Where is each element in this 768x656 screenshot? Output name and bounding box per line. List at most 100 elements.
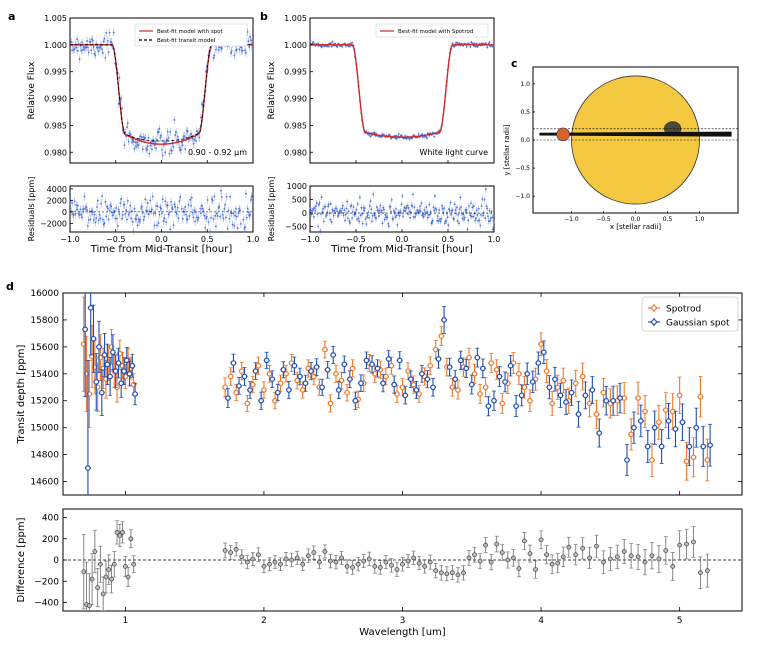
annotation-b: White light curve bbox=[420, 148, 489, 157]
data-point-a bbox=[157, 131, 160, 133]
data-point-b bbox=[373, 131, 376, 134]
residual-point-a bbox=[242, 218, 245, 221]
data-point-b bbox=[326, 45, 329, 48]
series-gaussian-spot bbox=[82, 293, 714, 495]
residual-point-a bbox=[86, 225, 89, 227]
residual-point-a bbox=[120, 197, 123, 200]
data-point-a bbox=[103, 37, 106, 40]
diff-point bbox=[656, 556, 662, 562]
data-point-a bbox=[86, 39, 88, 42]
legend-label-b: Best-fit model with Spotrod bbox=[398, 29, 473, 35]
residual-point-b bbox=[340, 211, 343, 214]
residual-point-a bbox=[154, 212, 157, 215]
point-1 bbox=[324, 366, 331, 373]
data-point-b bbox=[369, 135, 372, 138]
diff-point bbox=[131, 561, 137, 567]
residual-point-a bbox=[221, 213, 224, 216]
data-point-a bbox=[126, 122, 129, 124]
residual-point-a bbox=[234, 214, 237, 217]
residual-point-a bbox=[96, 206, 98, 208]
point-1 bbox=[419, 370, 425, 377]
residual-point-b bbox=[428, 203, 431, 206]
model-line-a-1 bbox=[70, 44, 253, 142]
residual-point-b bbox=[318, 201, 321, 204]
residual-point-b bbox=[341, 207, 344, 210]
xlabel-c: x [stellar radii] bbox=[610, 223, 662, 231]
residual-point-b bbox=[436, 219, 438, 222]
data-point-b bbox=[421, 136, 424, 139]
point-1 bbox=[693, 424, 700, 431]
residual-point-b bbox=[388, 225, 390, 228]
point-0 bbox=[399, 384, 406, 391]
data-point-a bbox=[91, 39, 94, 42]
residual-point-a bbox=[141, 211, 144, 214]
residual-point-b bbox=[309, 207, 312, 210]
data-point-a bbox=[134, 141, 137, 144]
diff-point bbox=[294, 555, 300, 561]
diff-point bbox=[239, 554, 245, 560]
residual-point-b bbox=[370, 208, 373, 211]
series-spotrod bbox=[80, 296, 711, 482]
diff-point bbox=[92, 549, 98, 554]
point-1 bbox=[441, 317, 447, 323]
data-point-b bbox=[456, 41, 459, 44]
residual-point-a bbox=[191, 211, 194, 214]
residual-point-a bbox=[148, 210, 151, 213]
diff-point bbox=[580, 545, 585, 551]
residual-point-a bbox=[239, 209, 242, 212]
residual-point-a bbox=[104, 201, 107, 203]
data-point-a bbox=[173, 118, 176, 121]
point-1 bbox=[380, 380, 386, 387]
point-0 bbox=[482, 384, 489, 391]
residual-point-a bbox=[210, 217, 212, 219]
point-0 bbox=[266, 370, 273, 377]
data-point-b bbox=[341, 45, 344, 48]
diff-point bbox=[663, 548, 669, 553]
point-0 bbox=[683, 458, 690, 465]
diff-point bbox=[317, 559, 322, 565]
residual-point-b bbox=[406, 204, 409, 207]
diff-point bbox=[389, 562, 394, 568]
ytick-label-d: 15600 bbox=[30, 343, 59, 353]
residual-point-b bbox=[464, 209, 467, 211]
data-point-a bbox=[136, 141, 138, 144]
residual-point-b bbox=[454, 209, 457, 211]
data-point-a bbox=[75, 46, 78, 49]
residual-point-b bbox=[379, 204, 382, 207]
data-point-b bbox=[311, 42, 314, 45]
diff-point bbox=[114, 530, 120, 535]
data-point-b bbox=[336, 46, 339, 48]
data-point-a bbox=[218, 46, 221, 49]
point-0 bbox=[388, 362, 395, 369]
point-0 bbox=[322, 346, 328, 353]
point-0 bbox=[371, 370, 378, 377]
data-point-b bbox=[397, 132, 400, 135]
residual-point-b bbox=[352, 206, 355, 208]
residual-point-a bbox=[237, 212, 240, 215]
ytick-label-c: −1.0 bbox=[515, 193, 530, 200]
data-point-a bbox=[141, 148, 144, 151]
point-0 bbox=[549, 400, 555, 407]
data-point-a bbox=[90, 49, 93, 52]
residual-point-b bbox=[484, 188, 487, 191]
residual-point-b bbox=[438, 209, 441, 211]
residual-point-b bbox=[346, 200, 349, 203]
point-1 bbox=[658, 443, 665, 450]
ylabel-difference: Difference [ppm] bbox=[16, 517, 27, 602]
diff-point bbox=[433, 568, 439, 573]
point-1 bbox=[263, 357, 270, 364]
data-point-a bbox=[78, 58, 81, 61]
residual-point-b bbox=[362, 207, 365, 209]
data-point-b bbox=[426, 137, 429, 140]
diff-point bbox=[466, 555, 472, 561]
xtick-label-d: 5 bbox=[677, 616, 683, 626]
residual-point-a bbox=[184, 206, 187, 208]
ytick-label-c: 0.0 bbox=[520, 137, 530, 144]
residual-point-a bbox=[77, 212, 80, 215]
point-1 bbox=[589, 387, 596, 393]
residual-point-b bbox=[415, 212, 418, 215]
residual-point-a bbox=[216, 214, 219, 217]
diff-point bbox=[377, 565, 383, 570]
residual-point-b bbox=[456, 220, 459, 222]
residual-point-a bbox=[88, 210, 91, 213]
